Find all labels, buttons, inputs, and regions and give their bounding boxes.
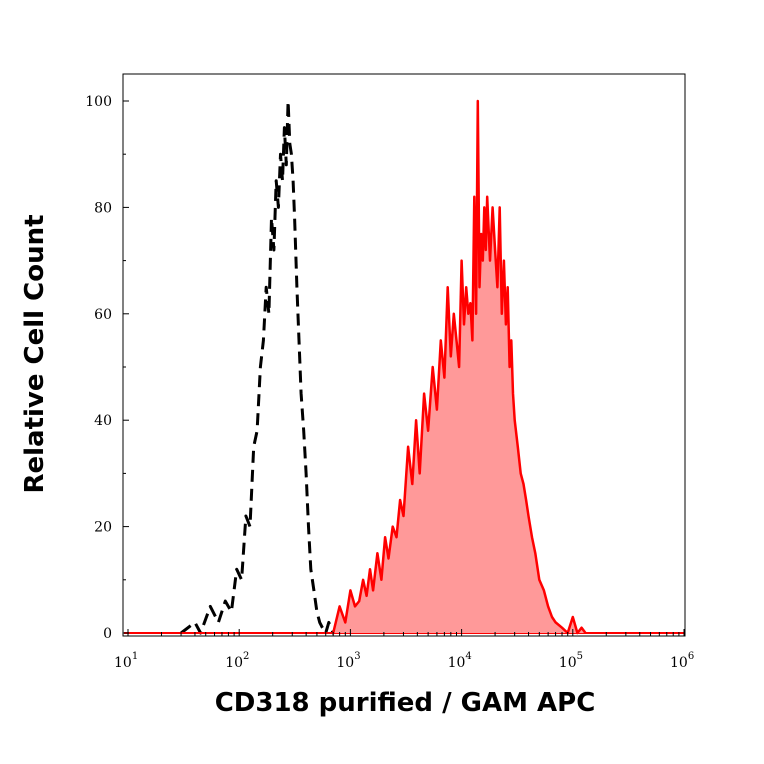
x-axis-title: CD318 purified / GAM APC	[215, 688, 596, 718]
dashed-histogram-line	[180, 99, 344, 635]
x-tick-label: 103	[336, 651, 360, 671]
y-tick-label: 0	[103, 626, 112, 642]
y-axis-title: Relative Cell Count	[20, 214, 50, 493]
y-tick-label: 100	[85, 94, 112, 110]
ticks-layer: 0 20 40 60 80 100 101 102 103 104 105 106	[85, 94, 694, 671]
series-layer	[124, 99, 684, 635]
x-tick-label: 102	[225, 651, 249, 671]
x-tick-label: 105	[559, 651, 583, 671]
x-tick-label: 101	[114, 651, 138, 671]
x-tick-label: 106	[670, 651, 694, 671]
plot-frame-layer	[122, 73, 686, 637]
y-tick-label: 40	[94, 413, 112, 429]
plot-frame	[122, 73, 686, 637]
y-tick-label: 80	[94, 200, 112, 216]
x-tick-label: 104	[448, 651, 472, 671]
y-tick-label: 60	[94, 307, 112, 323]
y-tick-label: 20	[94, 520, 112, 536]
filled-histogram-line	[331, 99, 587, 635]
